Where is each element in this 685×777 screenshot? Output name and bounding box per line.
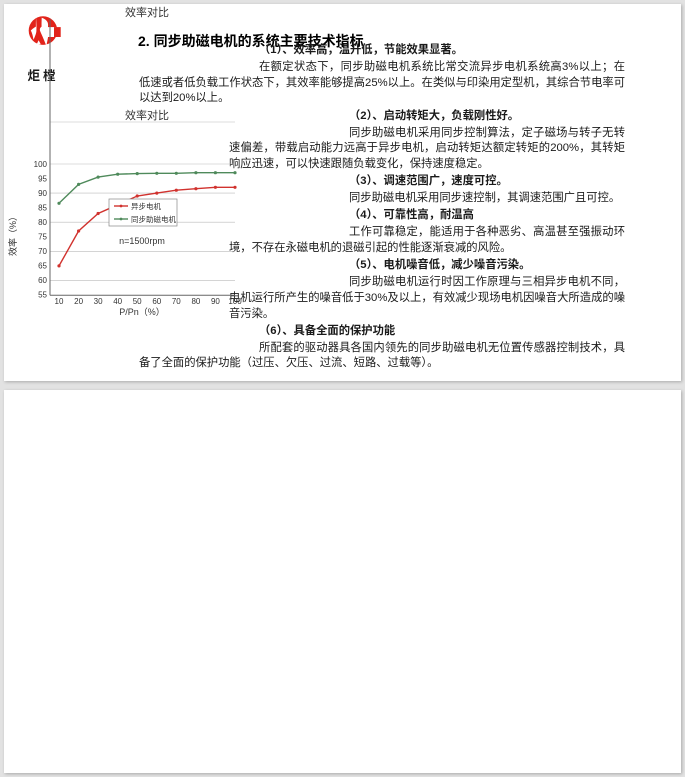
svg-text:效率对比: 效率对比 xyxy=(125,108,169,122)
svg-text:效率对比: 效率对比 xyxy=(125,5,169,19)
